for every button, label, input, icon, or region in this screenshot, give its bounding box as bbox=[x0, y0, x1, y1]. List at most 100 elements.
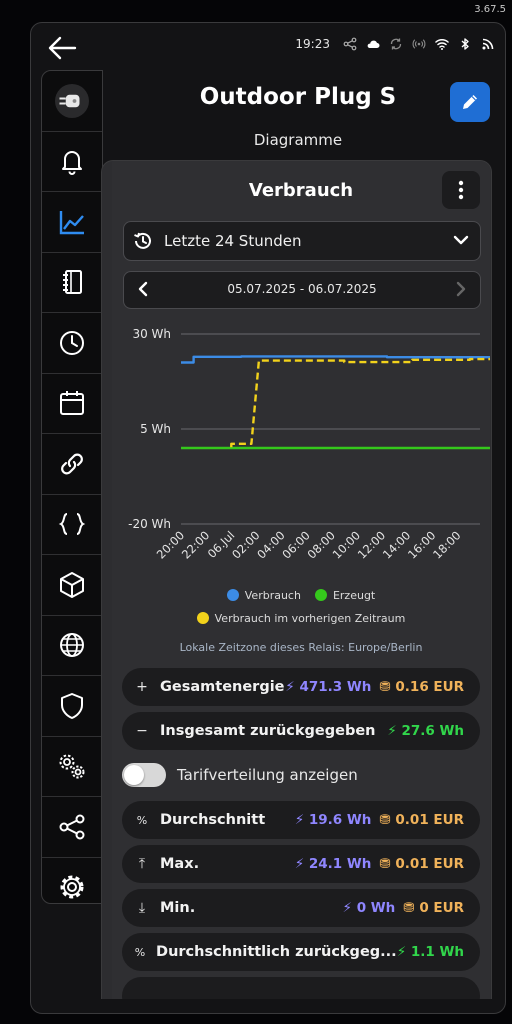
app-version: 3.67.5 bbox=[474, 4, 506, 15]
x-tick-label: 18:00 bbox=[430, 528, 463, 561]
pencil-icon bbox=[463, 95, 477, 109]
total-cost-value: 0.16 EUR bbox=[395, 679, 464, 695]
legend-swatch-erzeugt bbox=[314, 589, 327, 601]
average-cost-value: 0.01 EUR bbox=[395, 812, 464, 828]
legend-swatch-vorheriger bbox=[196, 612, 209, 624]
card-title: Verbrauch bbox=[248, 180, 354, 201]
globe-icon bbox=[60, 633, 84, 658]
sidebar-item-schedules[interactable] bbox=[42, 253, 102, 313]
tariff-toggle-row: Tarifverteilung anzeigen bbox=[122, 761, 480, 789]
x-tick-label: 08:00 bbox=[305, 528, 338, 561]
legend-swatch-verbrauch bbox=[226, 589, 239, 601]
x-tick-label: 06:00 bbox=[279, 528, 312, 561]
content-panel: Verbrauch Letzte 24 Stunden 05.07.2025 -… bbox=[101, 160, 492, 999]
cube-icon bbox=[60, 571, 84, 598]
chevron-down-icon bbox=[453, 235, 469, 245]
average-row[interactable]: % Durchschnitt ⚡ 19.6 Wh ⛃ 0.01 EUR bbox=[122, 801, 480, 839]
returned-energy-label: Insgesamt zurückgegeben bbox=[160, 723, 376, 739]
returned-energy-value: 27.6 Wh bbox=[401, 723, 464, 739]
wifi-icon bbox=[435, 38, 449, 50]
more-menu-button[interactable] bbox=[442, 171, 480, 209]
legend-label-vorheriger: Verbrauch im vorherigen Zeitraum bbox=[214, 611, 406, 625]
max-label: Max. bbox=[160, 856, 200, 872]
coins-icon: ⛃ bbox=[379, 856, 391, 872]
x-tick-label: 14:00 bbox=[380, 528, 413, 561]
total-energy-row[interactable]: + Gesamtenergie ⚡ 471.3 Wh ⛃ 0.16 EUR bbox=[122, 668, 480, 706]
series-line-2 bbox=[230, 357, 490, 448]
coins-icon: ⛃ bbox=[379, 679, 391, 695]
legend-label-erzeugt: Erzeugt bbox=[332, 588, 376, 602]
share-icon bbox=[59, 814, 85, 840]
next-period-button[interactable] bbox=[452, 280, 470, 302]
timezone-note: Lokale Zeitzone dieses Relais: Europe/Be… bbox=[179, 641, 423, 654]
average-returned-row[interactable]: % Durchschnittlich zurückgeg... ⚡ 1.1 Wh bbox=[122, 933, 480, 971]
max-row[interactable]: ⤒ Max. ⚡ 24.1 Wh ⛃ 0.01 EUR bbox=[122, 845, 480, 883]
sidebar-item-device[interactable] bbox=[42, 71, 102, 132]
x-tick-label: 10:00 bbox=[330, 528, 363, 561]
page-subtitle: Diagramme bbox=[253, 131, 343, 149]
dots-vertical-icon bbox=[458, 180, 464, 200]
back-button[interactable] bbox=[45, 33, 79, 63]
next-stat-row[interactable] bbox=[122, 977, 480, 999]
sidebar-item-advanced[interactable] bbox=[42, 737, 102, 797]
sync-icon bbox=[390, 38, 402, 50]
lightning-icon: ⚡ bbox=[342, 900, 352, 916]
chevron-right-icon bbox=[456, 281, 466, 297]
rss-icon bbox=[482, 38, 494, 50]
tariff-toggle[interactable] bbox=[122, 763, 166, 787]
lightning-icon: ⚡ bbox=[294, 812, 305, 828]
x-tick-label: 16:00 bbox=[405, 528, 438, 561]
sidebar-item-calendar[interactable] bbox=[42, 374, 102, 434]
shield-icon bbox=[61, 692, 83, 719]
x-tick-label: 12:00 bbox=[355, 528, 388, 561]
schedule-book-icon bbox=[63, 270, 82, 295]
bell-icon bbox=[62, 151, 82, 176]
gear-icon bbox=[60, 875, 84, 899]
clock-icon bbox=[60, 330, 84, 355]
sidebar-item-share[interactable] bbox=[42, 797, 102, 858]
previous-period-button[interactable] bbox=[134, 280, 152, 302]
sidebar-item-network[interactable] bbox=[42, 616, 102, 676]
chart-legend: Verbrauch Erzeugt Verbrauch im vorherige… bbox=[112, 586, 490, 627]
percent-icon: % bbox=[134, 945, 146, 959]
x-tick-label: 04:00 bbox=[254, 528, 287, 561]
sidebar-item-charts[interactable] bbox=[42, 192, 102, 253]
min-energy-value: 0 Wh bbox=[356, 900, 396, 916]
legend-label-verbrauch: Verbrauch bbox=[244, 588, 301, 602]
sidebar-item-notifications[interactable] bbox=[42, 132, 102, 192]
sidebar-item-security[interactable] bbox=[42, 676, 102, 737]
coins-icon: ⛃ bbox=[379, 812, 391, 828]
arrow-down-bar-icon: ⤓ bbox=[138, 900, 146, 916]
calendar-icon bbox=[60, 391, 84, 416]
x-tick-label: 20:00 bbox=[154, 528, 187, 561]
device-title: Outdoor Plug S bbox=[199, 84, 397, 110]
code-braces-icon bbox=[58, 513, 86, 536]
status-time: 19:23 bbox=[295, 37, 330, 51]
coins-icon: ⛃ bbox=[403, 900, 415, 916]
min-cost-value: 0 EUR bbox=[419, 900, 464, 916]
sidebar bbox=[41, 70, 103, 904]
edit-button[interactable] bbox=[450, 82, 490, 122]
min-label: Min. bbox=[160, 900, 196, 916]
average-returned-label: Durchschnittlich zurückgeg... bbox=[156, 944, 397, 960]
arrow-up-bar-icon: ⤒ bbox=[138, 856, 146, 872]
min-row[interactable]: ⤓ Min. ⚡ 0 Wh ⛃ 0 EUR bbox=[122, 889, 480, 927]
chart-line-icon bbox=[59, 210, 84, 234]
percent-icon: % bbox=[136, 813, 148, 827]
x-tick-label: 22:00 bbox=[179, 528, 212, 561]
link-icon bbox=[61, 453, 83, 475]
average-returned-value: 1.1 Wh bbox=[410, 944, 464, 960]
period-select[interactable]: Letzte 24 Stunden bbox=[123, 221, 481, 261]
returned-energy-row[interactable]: − Insgesamt zurückgegeben ⚡ 27.6 Wh bbox=[122, 712, 480, 750]
history-icon bbox=[134, 232, 151, 249]
lightning-icon: ⚡ bbox=[396, 944, 407, 960]
period-select-value: Letzte 24 Stunden bbox=[164, 232, 302, 250]
consumption-card: Verbrauch Letzte 24 Stunden 05.07.2025 -… bbox=[112, 161, 490, 999]
sidebar-item-scripts[interactable] bbox=[42, 495, 102, 555]
sidebar-item-modules[interactable] bbox=[42, 555, 102, 616]
sidebar-item-timer[interactable] bbox=[42, 313, 102, 374]
y-tick-label: -20 Wh bbox=[128, 517, 171, 531]
max-cost-value: 0.01 EUR bbox=[395, 856, 464, 872]
sidebar-item-settings[interactable] bbox=[42, 858, 102, 904]
sidebar-item-links[interactable] bbox=[42, 434, 102, 495]
